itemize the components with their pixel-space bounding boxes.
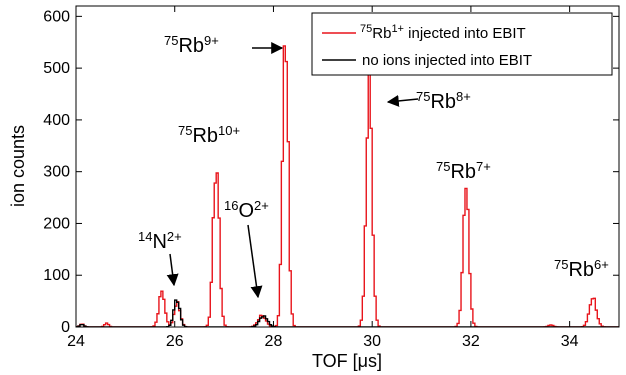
plot-frame <box>75 5 620 328</box>
annotation-label-n2: 14N2+ <box>138 229 182 254</box>
x-axis-label: TOF [μs] <box>312 351 382 371</box>
y-axis: 0 100 200 300 400 500 600 <box>43 8 619 336</box>
x-tick-label: 26 <box>166 333 184 350</box>
annotation-rb10: 75Rb10+ <box>178 123 240 148</box>
annotation-label-o2: 16O2+ <box>224 198 269 223</box>
y-tick-label: 100 <box>43 267 70 284</box>
annotation-arrow-o2 <box>247 224 263 299</box>
x-tick-label: 28 <box>265 333 283 350</box>
y-tick-label: 600 <box>43 8 70 25</box>
x-tick-label: 34 <box>561 333 579 350</box>
annotation-rb6: 75Rb6+ <box>554 257 609 282</box>
annotation-label-rb6: 75Rb6+ <box>554 257 609 282</box>
y-tick-label: 300 <box>43 164 70 181</box>
annotation-arrow-n2 <box>166 253 179 287</box>
y-tick-label: 0 <box>61 319 70 336</box>
annotation-rb7: 75Rb7+ <box>436 159 491 184</box>
annotation-label-rb8: 75Rb8+ <box>416 89 471 114</box>
legend: 75Rb1+ injected into EBIT no ions inject… <box>311 12 613 76</box>
y-tick-label: 200 <box>43 215 70 232</box>
y-tick-label: 500 <box>43 60 70 77</box>
annotation-label-rb9: 75Rb9+ <box>164 33 219 58</box>
y-axis-label: ion counts <box>8 125 28 207</box>
series-line-rb-injected <box>76 45 619 327</box>
x-tick-label: 32 <box>462 333 480 350</box>
legend-label-rb-injected: 75Rb1+ injected into EBIT <box>360 23 526 42</box>
series-lines <box>76 45 619 327</box>
annotation-n2: 14N2+ <box>138 229 182 287</box>
x-axis: 24 26 28 30 32 34 <box>67 6 579 350</box>
x-tick-label: 30 <box>363 333 381 350</box>
legend-label-no-ions: no ions injected into EBIT <box>362 52 532 69</box>
legend-box <box>311 12 613 76</box>
annotation-o2: 16O2+ <box>224 198 269 299</box>
annotation-rb8: 75Rb8+ <box>386 89 471 114</box>
annotation-rb9: 75Rb9+ <box>164 33 284 58</box>
annotation-label-rb7: 75Rb7+ <box>436 159 491 184</box>
annotation-arrow-rb8 <box>386 94 419 107</box>
x-tick-label: 24 <box>67 333 85 350</box>
annotation-label-rb10: 75Rb10+ <box>178 123 240 148</box>
y-tick-label: 400 <box>43 112 70 129</box>
